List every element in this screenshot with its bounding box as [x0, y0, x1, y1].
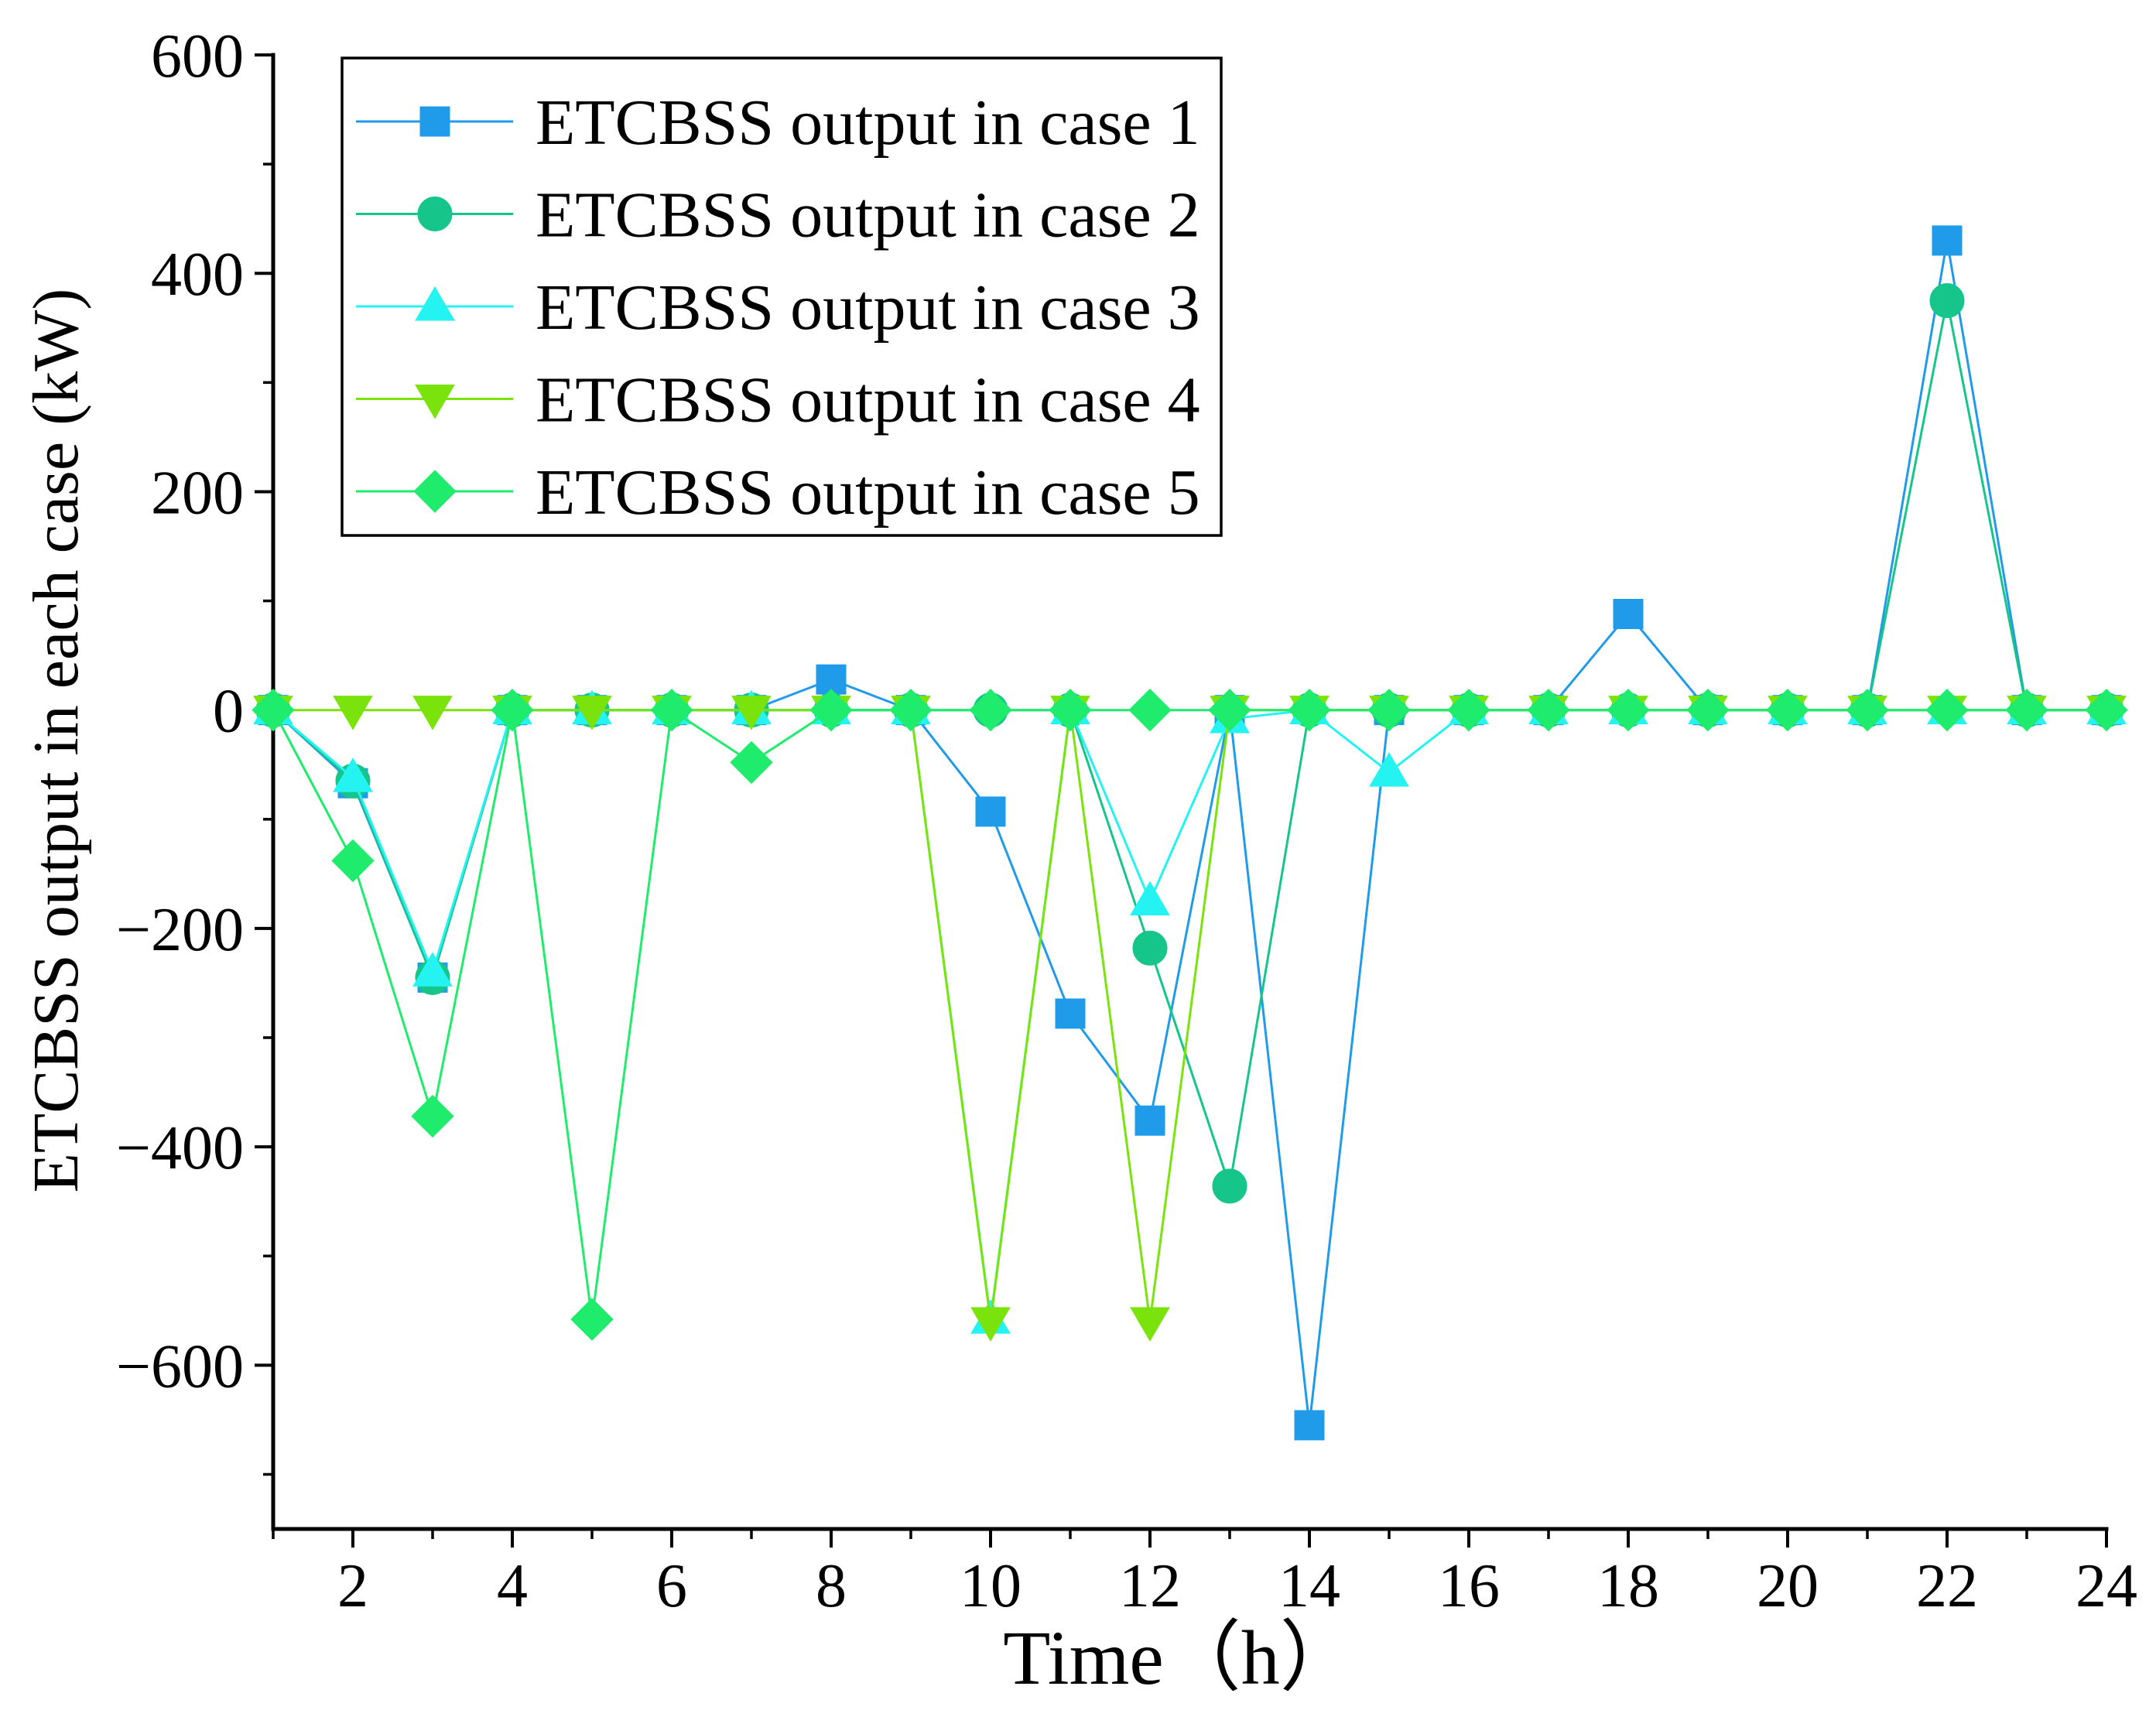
data-point-case-5-x22 [1925, 688, 1969, 732]
data-point-case-1-x18 [1613, 598, 1644, 629]
data-point-case-1-x14 [1294, 1410, 1325, 1441]
data-point-case-3-x12 [1130, 881, 1170, 916]
data-point-case-5-x3 [411, 1094, 454, 1138]
data-point-case-1-x22 [1932, 225, 1963, 256]
data-point-case-3-x15 [1369, 752, 1409, 787]
series-case-5 [252, 688, 2128, 1341]
data-point-case-5-x18 [1607, 688, 1650, 732]
data-point-case-5-x6 [650, 688, 693, 732]
y-tick-label: 400 [151, 241, 244, 309]
legend-marker-case-3 [415, 286, 455, 321]
data-point-case-5-x12 [1128, 688, 1172, 732]
data-point-case-5-x20 [1766, 688, 1809, 732]
data-point-case-4-x2 [333, 696, 373, 730]
data-point-case-4-x3 [412, 696, 453, 730]
data-point-case-4-x7 [731, 696, 772, 730]
data-point-case-5-x14 [1288, 688, 1331, 732]
data-point-case-2-x12 [1132, 930, 1168, 966]
y-tick-label: 600 [151, 22, 244, 91]
y-tick-label: 200 [151, 459, 244, 527]
legend-marker-case-2 [417, 197, 453, 231]
data-point-case-3-x3 [412, 952, 453, 987]
x-tick-label: 18 [1597, 1552, 1659, 1620]
data-point-case-2-x13 [1212, 1168, 1247, 1204]
x-tick-label: 10 [960, 1552, 1022, 1620]
data-point-case-5-x1 [252, 688, 295, 732]
data-point-case-5-x19 [1686, 688, 1730, 732]
x-tick-label: 14 [1278, 1552, 1340, 1620]
y-axis-title: ETCBSS output in each case (kW) [20, 289, 92, 1193]
data-point-case-4-x5 [572, 696, 612, 730]
x-axis-title: Time（h） [1003, 1615, 1357, 1701]
data-point-case-5-x23 [2005, 688, 2048, 732]
data-point-case-5-x21 [1846, 688, 1889, 732]
legend-label-case-1: ETCBSS output in case 1 [536, 87, 1200, 159]
y-tick-label: 0 [213, 678, 244, 746]
data-point-case-5-x16 [1447, 688, 1490, 732]
y-tick-label: −600 [116, 1332, 244, 1401]
series-layer [252, 225, 2128, 1441]
data-point-case-3-x2 [333, 758, 373, 792]
data-point-case-5-x10 [969, 688, 1012, 732]
data-point-case-5-x7 [730, 740, 773, 785]
data-point-case-1-x12 [1134, 1105, 1165, 1136]
x-tick-label: 20 [1757, 1552, 1819, 1620]
x-tick-label: 6 [656, 1552, 687, 1620]
data-point-case-4-x10 [970, 1307, 1011, 1342]
legend-label-case-5: ETCBSS output in case 5 [536, 457, 1200, 528]
legend-marker-case-5 [413, 470, 457, 513]
x-tick-label: 2 [337, 1552, 368, 1620]
data-point-case-5-x5 [570, 1298, 614, 1341]
data-point-case-5-x24 [2085, 688, 2128, 732]
legend-label-case-3: ETCBSS output in case 3 [536, 272, 1200, 344]
data-point-case-1-x10 [975, 796, 1006, 827]
data-point-case-5-x13 [1208, 688, 1251, 732]
data-point-case-5-x2 [331, 839, 375, 883]
legend-box [341, 56, 1223, 537]
data-point-case-5-x9 [889, 688, 933, 732]
legend-label-case-2: ETCBSS output in case 2 [536, 180, 1200, 251]
y-tick-label: −200 [116, 896, 244, 964]
legend-marker-case-1 [419, 106, 450, 137]
legend-label-case-4: ETCBSS output in case 4 [536, 364, 1200, 436]
x-tick-label: 24 [2076, 1552, 2137, 1620]
data-point-case-4-x12 [1130, 1307, 1170, 1342]
data-point-case-5-x17 [1527, 688, 1570, 732]
x-tick-label: 22 [1916, 1552, 1978, 1620]
legend: ETCBSS output in case 1 ETCBSS output in … [341, 56, 1223, 537]
data-point-case-2-x22 [1929, 283, 1965, 318]
data-point-case-5-x11 [1049, 688, 1092, 732]
legend-marker-case-4 [415, 385, 455, 419]
data-point-case-5-x4 [491, 688, 534, 732]
data-point-case-1-x11 [1055, 998, 1086, 1029]
x-tick-label: 8 [816, 1552, 847, 1620]
x-tick-label: 16 [1438, 1552, 1500, 1620]
x-tick-label: 12 [1119, 1552, 1181, 1620]
data-point-case-5-x8 [809, 688, 853, 732]
data-point-case-5-x15 [1367, 688, 1411, 732]
y-tick-label: −400 [116, 1114, 244, 1182]
x-tick-label: 4 [497, 1552, 528, 1620]
